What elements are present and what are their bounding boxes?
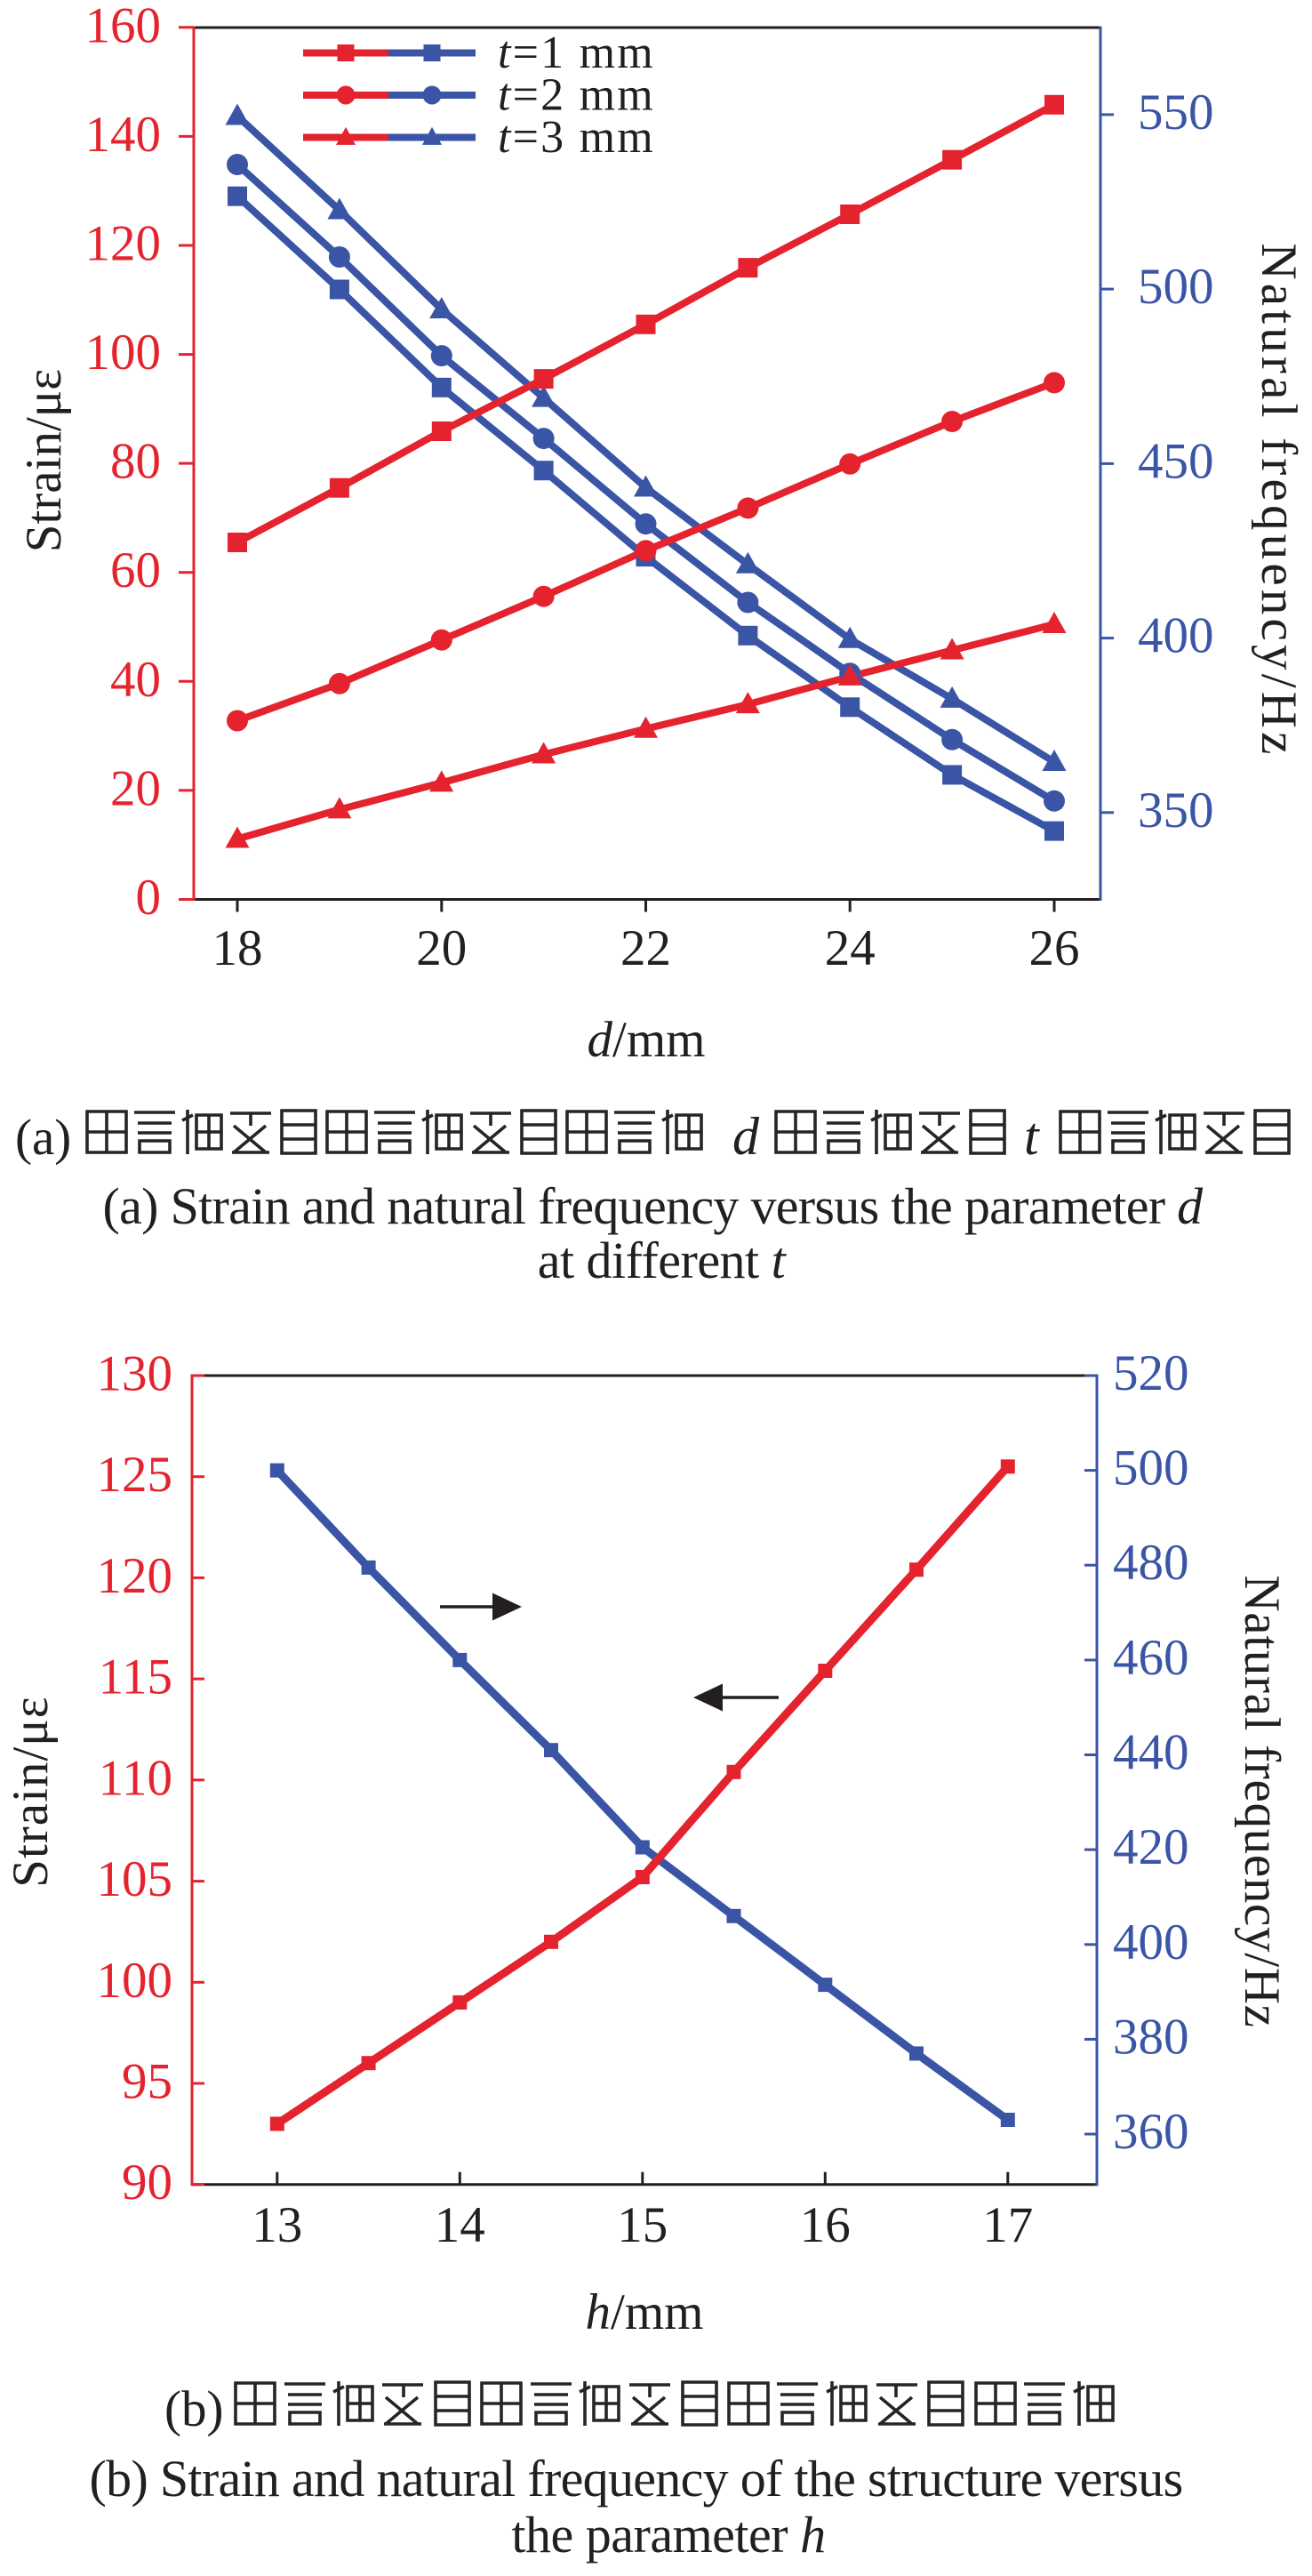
svg-text:24: 24	[825, 920, 876, 976]
svg-text:400: 400	[1113, 1914, 1189, 1970]
svg-text:0: 0	[136, 870, 162, 926]
svg-text:t: t	[1024, 1107, 1040, 1166]
svg-text:22: 22	[620, 920, 671, 976]
svg-text:500: 500	[1113, 1440, 1189, 1497]
svg-text:125: 125	[97, 1447, 173, 1503]
svg-text:80: 80	[110, 434, 161, 490]
svg-text:(a): (a)	[15, 1110, 71, 1166]
svg-text:120: 120	[85, 216, 162, 272]
svg-text:15: 15	[617, 2197, 668, 2253]
svg-text:420: 420	[1113, 1819, 1189, 1875]
svg-text:450: 450	[1138, 433, 1214, 489]
svg-text:(b): (b)	[164, 2381, 223, 2437]
svg-text:20: 20	[416, 920, 467, 976]
svg-text:110: 110	[99, 1750, 172, 1806]
svg-text:16: 16	[800, 2197, 851, 2253]
svg-text:105: 105	[97, 1851, 173, 1907]
svg-text:480: 480	[1113, 1535, 1189, 1591]
svg-text:90: 90	[122, 2155, 172, 2211]
svg-text:t=2 mm: t=2 mm	[498, 70, 655, 121]
svg-text:(a) Strain and natural frequen: (a) Strain and natural frequency versus …	[103, 1177, 1204, 1235]
svg-text:520: 520	[1113, 1345, 1189, 1401]
svg-text:18: 18	[212, 920, 263, 976]
svg-text:26: 26	[1029, 920, 1080, 976]
svg-text:Natural frequency/Hz: Natural frequency/Hz	[1251, 243, 1307, 758]
svg-text:t=1 mm: t=1 mm	[498, 28, 655, 78]
svg-text:d: d	[732, 1107, 760, 1166]
svg-text:60: 60	[110, 542, 161, 598]
svg-text:360: 360	[1113, 2104, 1189, 2160]
svg-text:120: 120	[97, 1548, 173, 1604]
svg-text:20: 20	[110, 760, 161, 816]
svg-text:t=3 mm: t=3 mm	[498, 112, 655, 163]
svg-text:17: 17	[982, 2197, 1033, 2253]
svg-text:140: 140	[85, 107, 162, 163]
svg-text:460: 460	[1113, 1630, 1189, 1686]
svg-text:the parameter h: the parameter h	[511, 2506, 825, 2564]
svg-text:d/mm: d/mm	[587, 1012, 705, 1068]
svg-text:Natural frequency/Hz: Natural frequency/Hz	[1234, 1575, 1290, 2027]
svg-text:(b) Strain and natural frequen: (b) Strain and natural frequency of the …	[90, 2450, 1183, 2508]
svg-text:at different t: at different t	[538, 1232, 788, 1289]
svg-text:350: 350	[1138, 782, 1214, 839]
svg-text:95: 95	[122, 2054, 172, 2110]
svg-text:Strain/με: Strain/με	[3, 1696, 59, 1888]
svg-text:400: 400	[1138, 608, 1214, 664]
svg-text:13: 13	[252, 2197, 302, 2253]
svg-text:40: 40	[110, 652, 161, 708]
svg-text:h/mm: h/mm	[585, 2284, 703, 2340]
svg-text:100: 100	[85, 325, 162, 381]
svg-text:Strain/με: Strain/με	[16, 369, 72, 553]
svg-text:500: 500	[1138, 259, 1214, 315]
svg-text:115: 115	[99, 1649, 172, 1705]
svg-text:380: 380	[1113, 2009, 1189, 2065]
svg-text:14: 14	[435, 2197, 485, 2253]
svg-text:550: 550	[1138, 84, 1214, 140]
svg-text:100: 100	[97, 1953, 173, 2009]
svg-text:130: 130	[97, 1346, 173, 1402]
svg-text:160: 160	[85, 0, 162, 53]
svg-text:440: 440	[1113, 1725, 1189, 1781]
